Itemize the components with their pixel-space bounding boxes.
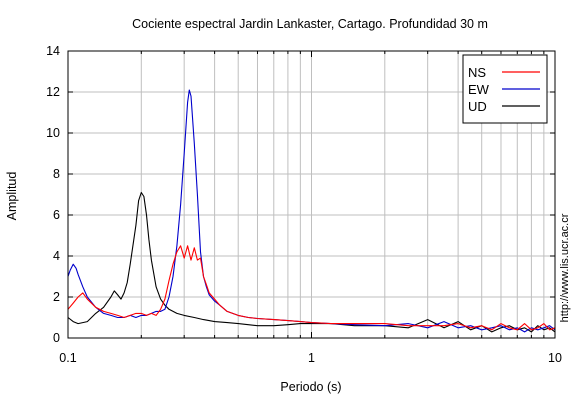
y-tick-label: 0 (53, 331, 60, 345)
x-tick-label: 1 (308, 351, 315, 365)
series-line-ud (67, 191, 556, 333)
x-tick-label: 0.1 (59, 351, 76, 365)
y-tick-label: 2 (53, 290, 60, 304)
legend: NS EW UD (462, 54, 548, 124)
y-tick-label: 6 (53, 208, 60, 222)
y-axis-label: Amplitud (5, 172, 19, 221)
y-tick-label: 8 (53, 167, 60, 181)
chart-title: Cociente espectral Jardin Lankaster, Car… (132, 17, 488, 31)
x-axis-label: Periodo (s) (280, 380, 341, 394)
x-tick-label: 10 (548, 351, 562, 365)
series-line-ns (67, 245, 556, 331)
y-axis-ticks: 0 2 4 6 8 10 12 14 (46, 44, 555, 345)
y-tick-label: 14 (46, 44, 60, 58)
legend-label-ud: UD (468, 99, 487, 114)
y-tick-label: 12 (46, 85, 60, 99)
legend-label-ew: EW (468, 82, 490, 97)
source-url-text: http://www.lis.ucr.ac.cr (559, 213, 571, 322)
series-group (67, 89, 556, 333)
y-tick-label: 4 (53, 249, 60, 263)
legend-label-ns: NS (468, 65, 486, 80)
x-axis-ticks: 0.1 1 10 (59, 51, 562, 365)
y-tick-label: 10 (46, 126, 60, 140)
